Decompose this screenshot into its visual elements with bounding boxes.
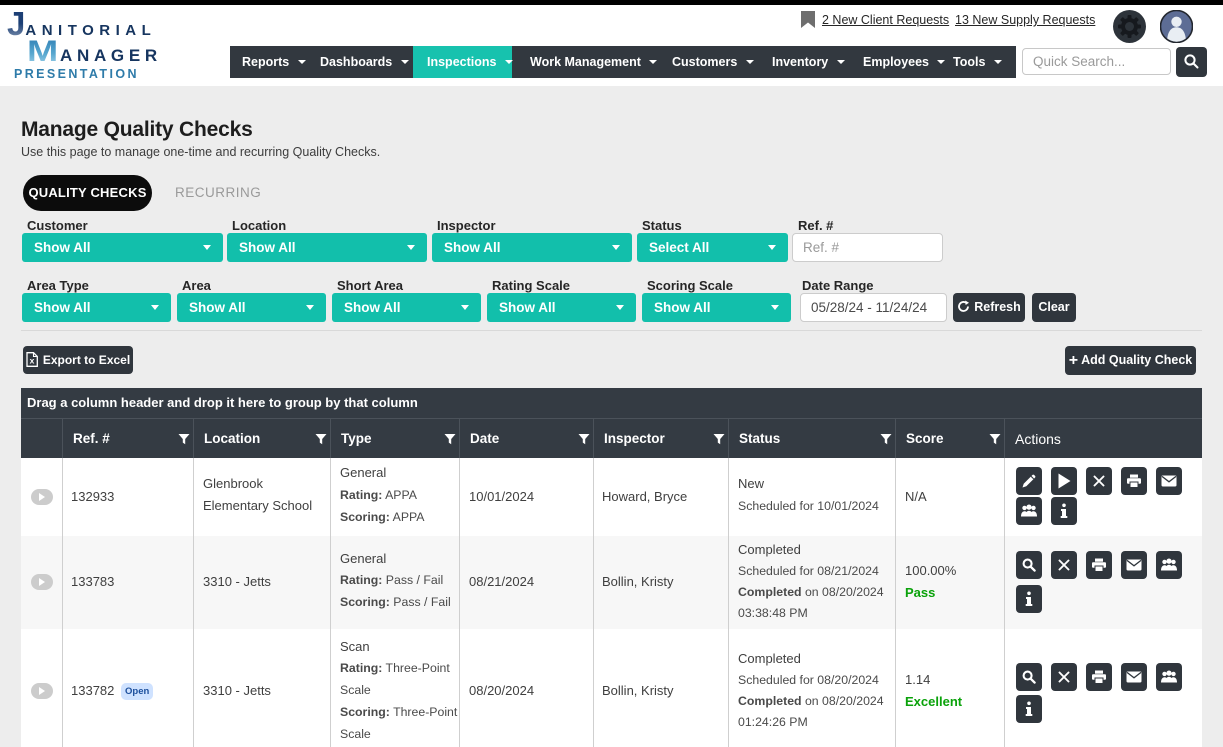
svg-text:x: x xyxy=(29,356,34,366)
